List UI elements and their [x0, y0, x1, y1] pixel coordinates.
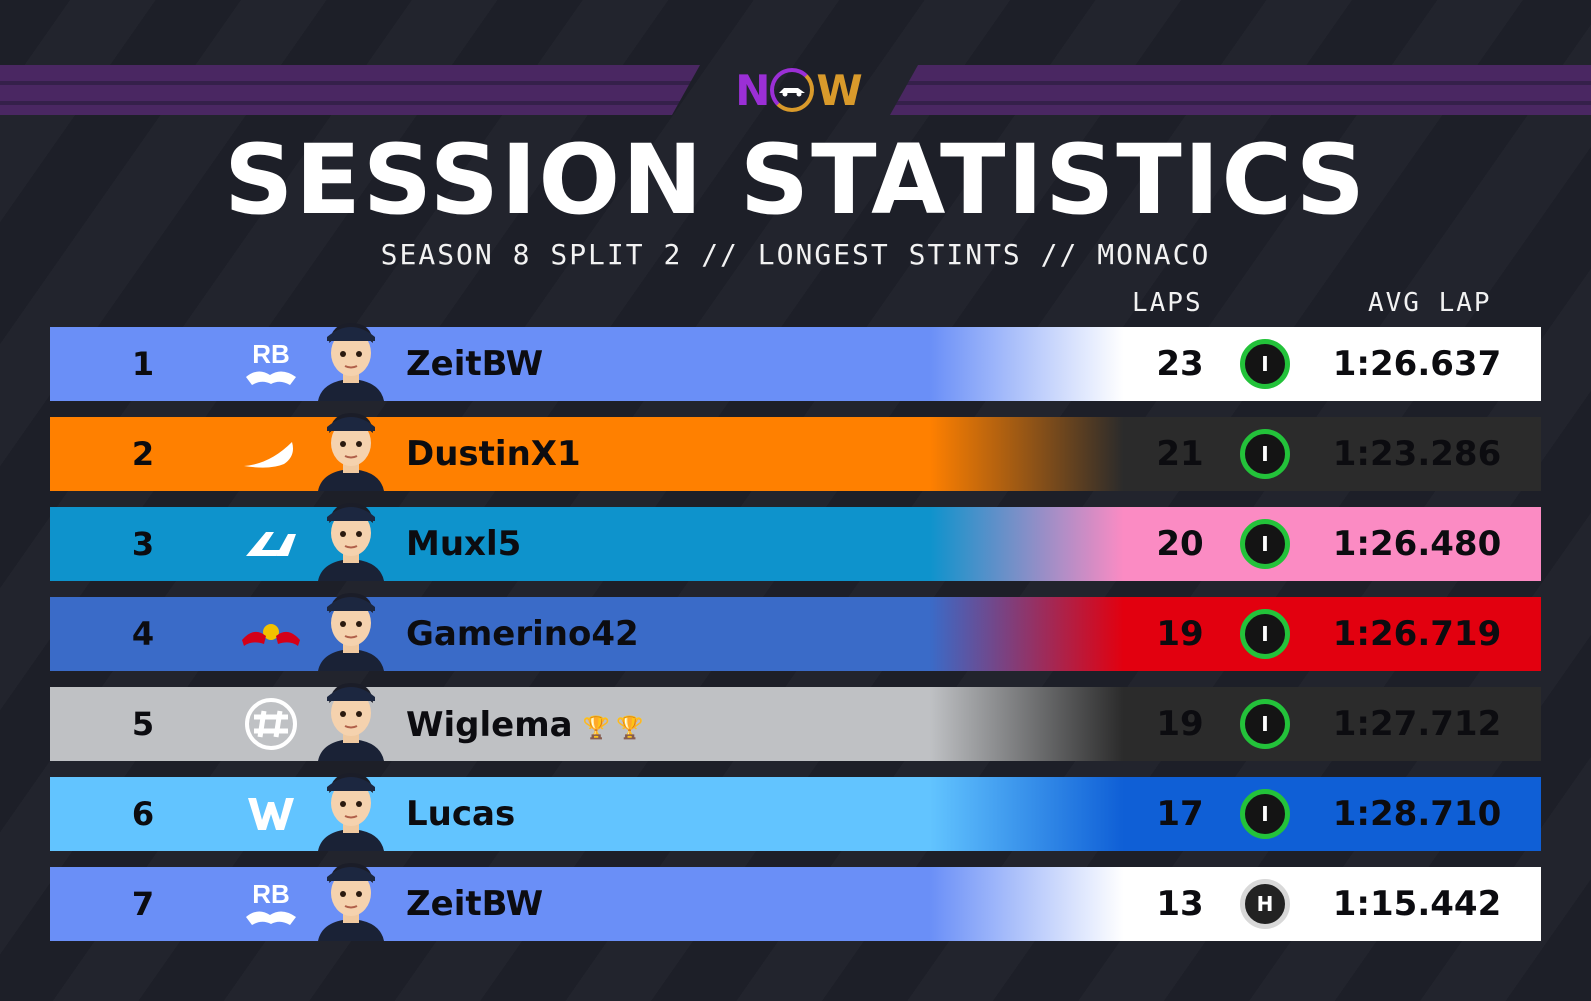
tyre-compound-icon: I	[1240, 789, 1290, 839]
driver-avatar	[312, 767, 390, 851]
table-row: 2 DustinX1 21 I 1:23.286	[50, 413, 1541, 491]
driver-name-cell: DustinX1	[406, 417, 581, 491]
team-logo-icon	[236, 787, 306, 841]
position-number: 2	[131, 435, 155, 473]
laps-value: 23	[1156, 344, 1204, 384]
tyre-compound-icon: I	[1240, 339, 1290, 389]
driver-avatar	[312, 857, 390, 941]
table-row: 3 Muxl5 20 I 1:26.480	[50, 503, 1541, 581]
team-logo-icon	[236, 517, 306, 571]
table-row: 7 RB ZeitBW 13 H 1:15.442	[50, 863, 1541, 941]
logo-car-icon	[770, 68, 815, 112]
driver-name: Gamerino42	[406, 614, 639, 654]
position-number: 3	[131, 525, 155, 563]
laps-value: 13	[1156, 884, 1204, 924]
trophy-icon: 🏆	[582, 716, 610, 741]
driver-name-cell: Lucas	[406, 777, 515, 851]
position-number: 4	[131, 615, 155, 653]
driver-name: Muxl5	[406, 524, 522, 564]
laps-value: 19	[1156, 614, 1204, 654]
trophies: 🏆 🏆	[583, 687, 650, 766]
driver-name-cell: ZeitBW	[406, 327, 543, 401]
avg-lap-value: 1:26.637	[1332, 344, 1502, 384]
logo-letter-n: N	[735, 65, 770, 115]
position-number: 5	[131, 705, 155, 743]
driver-name-cell: Wiglema 🏆 🏆	[406, 687, 649, 761]
now-logo: N W	[735, 62, 862, 118]
logo-letter-w: W	[816, 65, 862, 115]
team-logo-icon	[236, 697, 306, 751]
table-row: 4 Gamerino42 19 I 1:26.719	[50, 593, 1541, 671]
avg-lap-value: 1:23.286	[1332, 434, 1502, 474]
header-band-left	[0, 65, 700, 115]
driver-name: ZeitBW	[406, 884, 544, 924]
tyre-compound-icon: I	[1240, 609, 1290, 659]
team-logo-icon	[236, 607, 306, 661]
driver-name: ZeitBW	[406, 344, 544, 384]
table-row: 1 RB ZeitBW 23 I 1:26.637	[50, 323, 1541, 401]
driver-name-cell: ZeitBW	[406, 867, 543, 941]
tyre-compound-icon: H	[1240, 879, 1290, 929]
svg-text:RB: RB	[252, 879, 290, 909]
driver-avatar	[312, 677, 390, 761]
driver-name: Lucas	[406, 794, 516, 834]
header-avg-lap: AVG LAP	[1368, 288, 1492, 318]
driver-avatar	[312, 407, 390, 491]
avg-lap-value: 1:15.442	[1332, 884, 1502, 924]
driver-name-cell: Muxl5	[406, 507, 521, 581]
trophy-icon: 🏆	[616, 716, 644, 741]
tyre-compound-icon: I	[1240, 429, 1290, 479]
laps-value: 21	[1156, 434, 1204, 474]
position-number: 1	[131, 345, 155, 383]
avg-lap-value: 1:26.719	[1332, 614, 1502, 654]
team-logo-icon	[236, 427, 306, 481]
position-number: 6	[131, 795, 155, 833]
laps-value: 17	[1156, 794, 1204, 834]
position-number: 7	[131, 885, 155, 923]
page-subtitle: SEASON 8 SPLIT 2 // LONGEST STINTS // MO…	[380, 238, 1211, 271]
header-laps: LAPS	[1132, 288, 1203, 318]
driver-avatar	[312, 317, 390, 401]
table-row: 5 Wiglema 🏆 🏆 19 I 1:27.712	[50, 683, 1541, 761]
avg-lap-value: 1:28.710	[1332, 794, 1502, 834]
driver-name: Wiglema	[406, 705, 573, 745]
driver-avatar	[312, 587, 390, 671]
table-row: 6 Lucas 17 I 1:28.710	[50, 773, 1541, 851]
avg-lap-value: 1:26.480	[1332, 524, 1502, 564]
svg-text:RB: RB	[252, 339, 290, 369]
avg-lap-value: 1:27.712	[1332, 704, 1502, 744]
laps-value: 20	[1156, 524, 1204, 564]
laps-value: 19	[1156, 704, 1204, 744]
page-title: SESSION STATISTICS	[224, 124, 1367, 236]
tyre-compound-icon: I	[1240, 699, 1290, 749]
tyre-compound-icon: I	[1240, 519, 1290, 569]
header-band-right	[890, 65, 1591, 115]
team-logo-icon: RB	[236, 337, 306, 391]
driver-avatar	[312, 497, 390, 581]
driver-name: DustinX1	[406, 434, 581, 474]
team-logo-icon: RB	[236, 877, 306, 931]
driver-name-cell: Gamerino42	[406, 597, 639, 671]
